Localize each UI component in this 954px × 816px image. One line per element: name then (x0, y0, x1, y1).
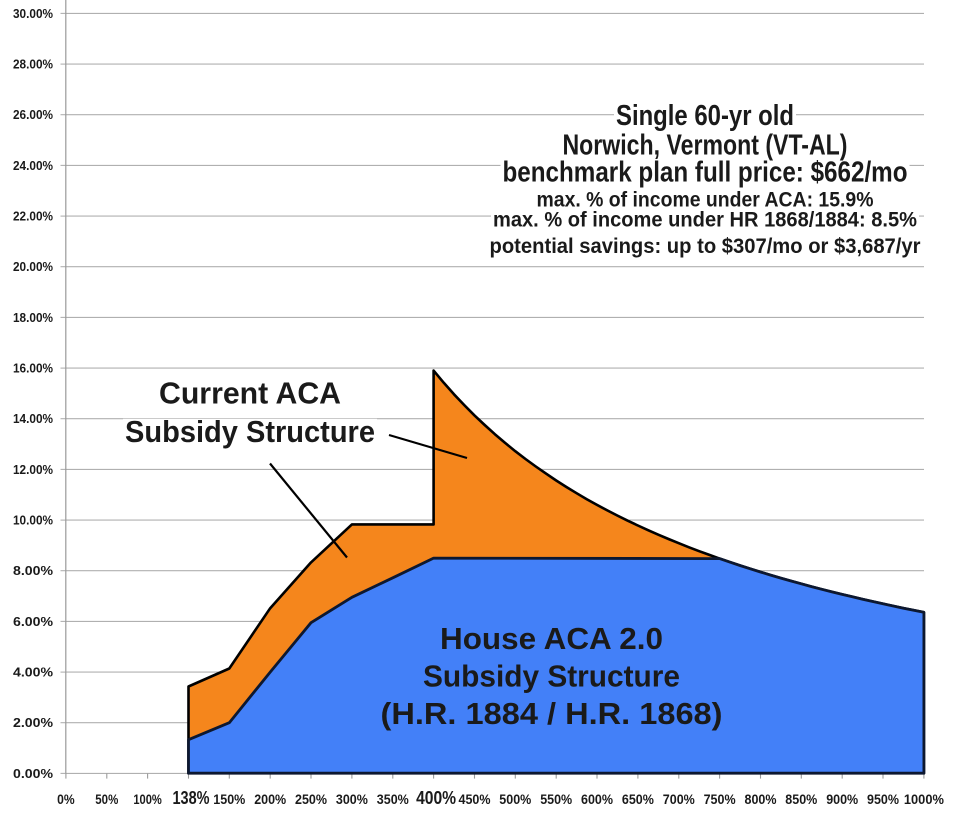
svg-text:450%: 450% (459, 791, 491, 807)
svg-text:700%: 700% (663, 791, 695, 807)
svg-text:24.00%: 24.00% (13, 159, 53, 173)
svg-text:100%: 100% (133, 791, 162, 807)
svg-text:350%: 350% (377, 791, 409, 807)
svg-text:22.00%: 22.00% (13, 210, 53, 224)
svg-text:600%: 600% (581, 791, 613, 807)
svg-text:16.00%: 16.00% (13, 362, 53, 376)
svg-text:650%: 650% (622, 791, 654, 807)
svg-text:400%: 400% (416, 787, 456, 808)
svg-text:550%: 550% (540, 791, 572, 807)
svg-text:potential savings: up to $307/: potential savings: up to $307/mo or $3,6… (490, 235, 921, 258)
svg-text:Subsidy Structure: Subsidy Structure (125, 415, 375, 449)
svg-text:300%: 300% (336, 791, 368, 807)
svg-text:250%: 250% (295, 791, 327, 807)
svg-text:2.00%: 2.00% (13, 716, 53, 730)
svg-text:Current ACA: Current ACA (159, 376, 341, 410)
svg-text:0%: 0% (57, 791, 75, 807)
svg-text:1000%: 1000% (904, 791, 945, 807)
svg-text:18.00%: 18.00% (13, 311, 53, 325)
svg-text:500%: 500% (499, 791, 531, 807)
svg-text:150%: 150% (213, 791, 245, 807)
svg-text:8.00%: 8.00% (13, 564, 53, 578)
svg-text:6.00%: 6.00% (13, 615, 53, 629)
svg-text:900%: 900% (826, 791, 858, 807)
svg-text:House ACA 2.0: House ACA 2.0 (440, 622, 663, 656)
svg-text:benchmark plan full price: $66: benchmark plan full price: $662/mo (503, 156, 908, 188)
svg-text:850%: 850% (785, 791, 817, 807)
svg-text:12.00%: 12.00% (13, 463, 53, 477)
svg-text:800%: 800% (745, 791, 777, 807)
svg-text:max. % of income under HR 1868: max. % of income under HR 1868/1884: 8.5… (493, 209, 917, 232)
svg-text:10.00%: 10.00% (13, 514, 53, 528)
svg-text:14.00%: 14.00% (13, 412, 53, 426)
svg-text:Norwich, Vermont (VT-AL): Norwich, Vermont (VT-AL) (563, 130, 848, 162)
svg-text:50%: 50% (95, 791, 118, 807)
svg-text:26.00%: 26.00% (13, 108, 53, 122)
svg-text:Subsidy Structure: Subsidy Structure (423, 660, 680, 694)
svg-text:(H.R. 1884 / H.R. 1868): (H.R. 1884 / H.R. 1868) (381, 697, 723, 731)
svg-text:138%: 138% (173, 787, 210, 808)
svg-text:950%: 950% (867, 791, 899, 807)
svg-text:28.00%: 28.00% (13, 58, 53, 72)
svg-text:20.00%: 20.00% (13, 260, 53, 274)
svg-text:30.00%: 30.00% (13, 7, 53, 21)
svg-text:0.00%: 0.00% (13, 767, 53, 781)
svg-text:Single 60-yr old: Single 60-yr old (616, 100, 794, 132)
svg-text:750%: 750% (704, 791, 736, 807)
svg-text:4.00%: 4.00% (13, 666, 53, 680)
svg-text:max. % of income under ACA: 15: max. % of income under ACA: 15.9% (537, 188, 874, 211)
svg-text:200%: 200% (254, 791, 286, 807)
